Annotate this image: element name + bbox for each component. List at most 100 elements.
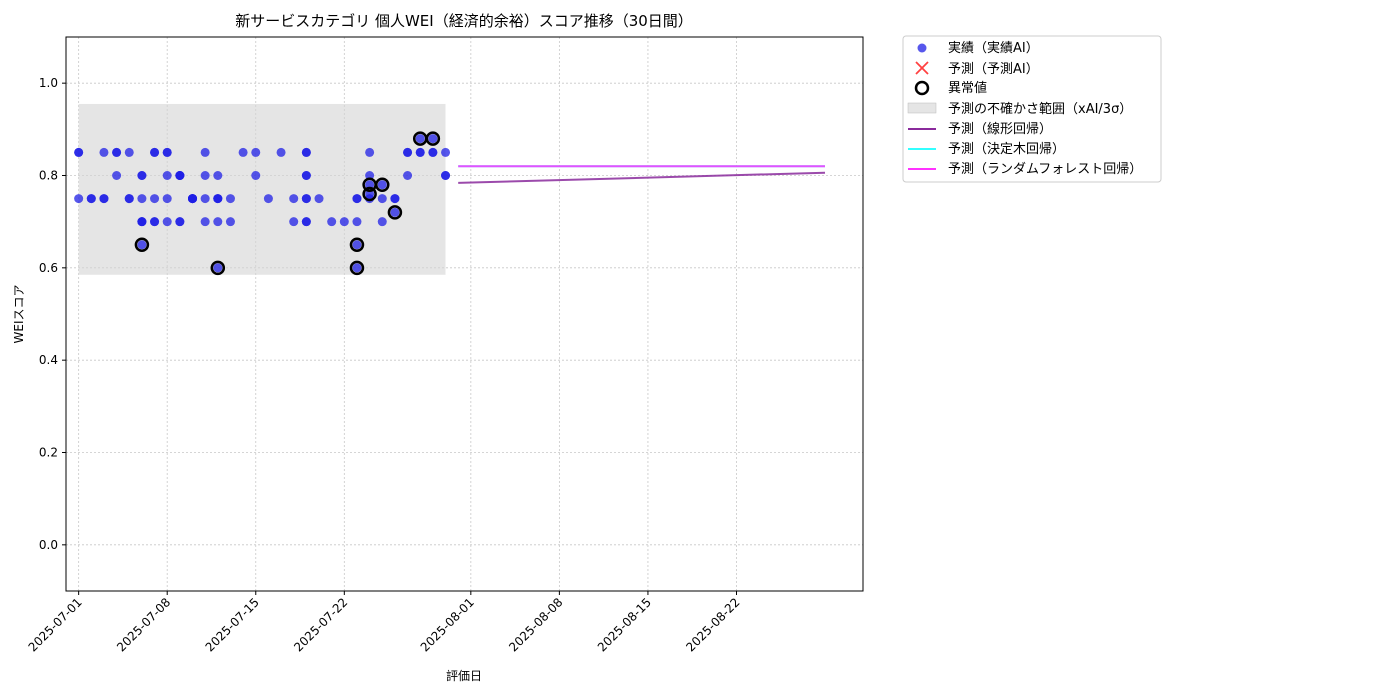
legend-linear-label: 予測（線形回帰） bbox=[948, 121, 1052, 137]
actual-point bbox=[352, 194, 362, 204]
legend-anomaly-marker bbox=[914, 80, 930, 96]
actual-point bbox=[403, 171, 413, 180]
actual-point bbox=[390, 207, 400, 217]
x-tick-label: 2025-07-22 bbox=[291, 595, 350, 654]
legend-frame bbox=[902, 35, 1162, 183]
actual-point bbox=[377, 217, 387, 227]
actual-point bbox=[441, 171, 451, 180]
actual-point bbox=[365, 180, 375, 190]
actual-point bbox=[137, 171, 147, 180]
actual-point bbox=[162, 217, 172, 227]
x-tick-label: 2025-08-08 bbox=[506, 595, 565, 654]
actual-point bbox=[314, 194, 324, 204]
x-axis-label: 評価日 bbox=[446, 668, 482, 683]
actual-point bbox=[162, 171, 172, 180]
chart-title: 新サービスカテゴリ 個人WEI（経済的余裕）スコア推移（30日間） bbox=[235, 12, 693, 30]
actual-point bbox=[112, 171, 122, 180]
anomaly-marker bbox=[362, 186, 377, 202]
actual-point bbox=[403, 147, 413, 157]
x-tick-label: 2025-07-15 bbox=[203, 595, 262, 654]
actual-point bbox=[352, 240, 362, 250]
actual-point bbox=[112, 147, 122, 157]
actual-point bbox=[124, 194, 134, 204]
actual-point bbox=[365, 171, 375, 180]
actual-point bbox=[213, 217, 223, 227]
y-tick-label: 0.6 bbox=[39, 261, 58, 275]
actual-point bbox=[251, 171, 261, 180]
uncertainty-band-layer bbox=[78, 103, 446, 275]
actual-point bbox=[441, 147, 451, 157]
actual-point bbox=[74, 194, 84, 204]
anomaly-marker bbox=[349, 260, 365, 276]
uncertainty-band bbox=[78, 103, 446, 275]
legend-tree-label: 予測（決定木回帰） bbox=[948, 141, 1065, 157]
plot-frame bbox=[65, 36, 864, 592]
actual-point bbox=[289, 194, 299, 204]
actual-point bbox=[99, 147, 109, 157]
actual-point bbox=[200, 217, 210, 227]
actual-point bbox=[301, 217, 311, 227]
legend-forest-label: 予測（ランダムフォレスト回帰） bbox=[948, 161, 1142, 177]
actual-point bbox=[124, 147, 134, 157]
actual-point bbox=[428, 134, 438, 144]
actual-point bbox=[276, 147, 286, 157]
actual-point bbox=[188, 194, 198, 204]
actual-point bbox=[86, 194, 96, 204]
actual-point bbox=[238, 147, 248, 157]
actual-point bbox=[301, 171, 311, 180]
forecast-lines-layer bbox=[458, 165, 826, 184]
x-tick-label: 2025-08-22 bbox=[683, 595, 742, 654]
actual-point bbox=[327, 217, 337, 227]
anomaly-marker bbox=[387, 205, 403, 220]
y-tick-label: 0.0 bbox=[39, 538, 58, 552]
actual-point bbox=[213, 263, 223, 273]
actual-point bbox=[352, 217, 362, 227]
actual-point bbox=[390, 194, 400, 204]
anomaly-markers-layer bbox=[134, 131, 441, 276]
actual-point bbox=[251, 147, 261, 157]
actual-point bbox=[225, 194, 235, 204]
y-tick-label: 0.2 bbox=[39, 446, 58, 460]
actual-point bbox=[225, 217, 235, 227]
actual-point bbox=[352, 263, 362, 273]
legend: 実績（実績AI） 予測（予測AI） 異常値 予測の不確かさ範囲（xAI/3σ） … bbox=[902, 35, 1162, 183]
actual-point bbox=[263, 194, 273, 204]
actual-point bbox=[99, 194, 109, 204]
actual-point bbox=[175, 171, 185, 180]
anomaly-marker bbox=[375, 177, 390, 192]
legend-band-label: 予測の不確かさ範囲（xAI/3σ） bbox=[948, 101, 1132, 117]
anomaly-marker bbox=[134, 237, 150, 252]
x-tick-label: 2025-07-08 bbox=[114, 595, 173, 654]
actual-point bbox=[150, 217, 160, 227]
actual-point bbox=[213, 171, 223, 180]
y-tick-label: 1.0 bbox=[39, 76, 58, 90]
anomaly-marker bbox=[349, 237, 365, 252]
legend-actual-label: 実績（実績AI） bbox=[948, 40, 1039, 56]
actual-point bbox=[137, 240, 147, 250]
actual-point bbox=[428, 147, 438, 157]
actual-point bbox=[137, 217, 147, 227]
x-tick-label: 2025-07-01 bbox=[26, 595, 85, 654]
legend-actual-marker bbox=[917, 43, 927, 53]
y-axis-label: WEIスコア bbox=[12, 285, 26, 344]
y-tick-label: 0.8 bbox=[39, 169, 58, 183]
actual-point bbox=[150, 194, 160, 204]
actual-point bbox=[162, 147, 172, 157]
actual-point bbox=[213, 194, 223, 204]
legend-predicted-marker bbox=[915, 61, 929, 75]
anomaly-marker bbox=[210, 260, 226, 276]
x-tick-label: 2025-08-15 bbox=[595, 595, 654, 654]
actual-point bbox=[200, 194, 210, 204]
actual-point bbox=[74, 147, 84, 157]
actual-point bbox=[301, 147, 311, 157]
legend-band-swatch bbox=[907, 102, 937, 114]
actual-point bbox=[301, 194, 311, 204]
forecast-line bbox=[458, 171, 826, 184]
actual-point bbox=[200, 171, 210, 180]
actual-point bbox=[162, 194, 172, 204]
actual-point bbox=[289, 217, 299, 227]
legend-anomaly-label: 異常値 bbox=[948, 80, 987, 96]
x-axis: 2025-07-01 2025-07-08 2025-07-15 2025-07-22… bbox=[26, 591, 743, 654]
actual-point bbox=[200, 147, 210, 157]
